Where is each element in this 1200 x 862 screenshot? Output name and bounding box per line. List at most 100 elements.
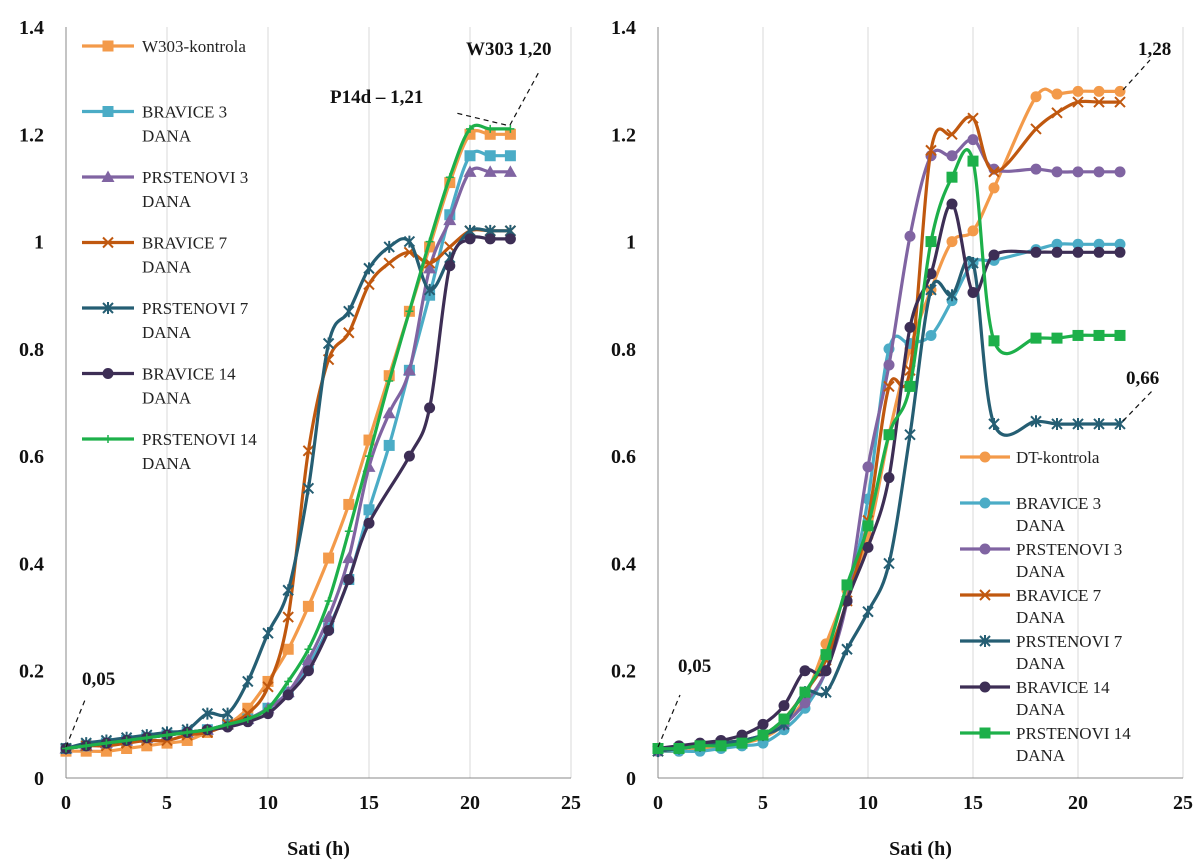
data-point: [223, 720, 232, 729]
legend-swatch-marker: [979, 681, 991, 693]
data-point: [161, 737, 173, 749]
legend-swatch-marker: [979, 727, 991, 739]
legend-label: BRAVICE 3 DANA: [142, 103, 227, 146]
x-tick-label: 5: [162, 792, 172, 814]
data-point: [862, 541, 874, 553]
data-point: [243, 714, 252, 723]
data-point: [1030, 123, 1042, 135]
y-tick-label: 0.6: [19, 446, 44, 468]
legend-swatch-marker: [102, 302, 114, 314]
legend-swatch-marker: [101, 170, 115, 182]
annotation-label: 1,28: [1138, 39, 1171, 60]
legend-label: PRSTENOVI 14 DANA: [1016, 724, 1131, 765]
data-point: [483, 165, 497, 177]
annotation: P14d – 1,21: [330, 87, 507, 126]
data-point: [242, 675, 254, 688]
data-point: [967, 287, 979, 299]
legend-item: PRSTENOVI 3 DANA: [960, 540, 1122, 581]
data-point: [988, 417, 1000, 430]
y-tick-label: 0: [626, 768, 636, 790]
data-point: [1030, 415, 1042, 428]
data-point: [503, 165, 517, 177]
data-point: [967, 134, 979, 146]
data-point: [778, 713, 790, 725]
data-point: [967, 155, 979, 167]
data-point: [282, 643, 294, 655]
y-tick-label: 0.8: [19, 339, 44, 361]
data-point: [883, 359, 895, 371]
data-point: [484, 150, 496, 162]
data-point: [443, 213, 457, 226]
data-point: [757, 729, 769, 741]
data-point: [652, 742, 664, 754]
legend-item: PRSTENOVI 3 DANA: [82, 168, 248, 211]
data-point: [201, 707, 214, 720]
data-point: [820, 686, 832, 699]
y-tick-label: 1: [626, 232, 636, 254]
data-point: [304, 645, 313, 654]
x-tick-label: 5: [758, 792, 768, 814]
data-point: [402, 363, 416, 376]
data-point: [484, 128, 496, 140]
legend-swatch-marker: [979, 635, 991, 647]
y-tick-label: 1.4: [611, 17, 636, 39]
data-point: [203, 725, 212, 734]
y-tick-label: 0.4: [611, 553, 636, 575]
data-point: [988, 335, 1000, 347]
data-point: [163, 731, 171, 740]
data-point: [799, 686, 811, 698]
data-point: [841, 579, 853, 591]
data-point: [423, 257, 436, 269]
data-point: [363, 434, 375, 446]
x-axis-label: Sati (h): [287, 838, 350, 860]
data-point: [1093, 329, 1105, 341]
data-point: [282, 611, 294, 623]
x-tick-label: 20: [1068, 792, 1088, 814]
data-point: [1093, 238, 1105, 250]
data-point: [423, 283, 436, 296]
legend-swatch-marker: [979, 543, 991, 555]
data-point: [323, 624, 335, 636]
legend: W303-kontrola BRAVICE 3 DANA PRSTENOVI 3 DAN…: [82, 37, 257, 473]
legend-label: PRSTENOVI 7 DANA: [142, 299, 249, 342]
data-point: [988, 182, 1000, 194]
legend-label: PRSTENOVI 7 DANA: [1016, 632, 1123, 673]
data-point: [736, 737, 748, 749]
legend-item: PRSTENOVI 14 DANA: [82, 430, 257, 473]
data-point: [967, 225, 979, 237]
data-point: [282, 689, 294, 701]
legend-label: W303-kontrola: [142, 37, 246, 56]
data-point: [121, 742, 133, 754]
annotation-label: P14d – 1,21: [330, 87, 423, 108]
data-point: [262, 675, 274, 687]
data-point: [444, 260, 456, 272]
data-point: [883, 380, 895, 393]
annotation: 0,05: [657, 656, 711, 748]
data-point: [383, 240, 395, 253]
x-tick-label: 0: [61, 792, 71, 814]
data-point: [1114, 85, 1126, 97]
legend-item: BRAVICE 3 DANA: [82, 103, 227, 146]
legend-item: PRSTENOVI 14 DANA: [960, 724, 1131, 765]
legend-item: PRSTENOVI 7 DANA: [960, 632, 1123, 673]
legend-swatch-marker: [104, 435, 112, 443]
x-tick-label: 25: [561, 792, 581, 814]
data-point: [862, 605, 874, 618]
y-tick-label: 0.6: [611, 446, 636, 468]
data-point: [1114, 246, 1126, 258]
data-point: [464, 150, 476, 162]
data-point: [1030, 91, 1042, 103]
data-point: [1072, 85, 1084, 97]
data-point: [715, 740, 727, 752]
data-point: [466, 124, 474, 133]
data-point: [484, 233, 496, 245]
legend-item: W303-kontrola: [82, 37, 246, 56]
data-point: [262, 627, 274, 640]
data-point: [1093, 85, 1105, 97]
data-point: [302, 600, 314, 612]
legend-item: PRSTENOVI 7 DANA: [82, 299, 249, 342]
data-point: [323, 552, 335, 564]
data-point: [1051, 166, 1063, 178]
data-point: [403, 450, 415, 462]
